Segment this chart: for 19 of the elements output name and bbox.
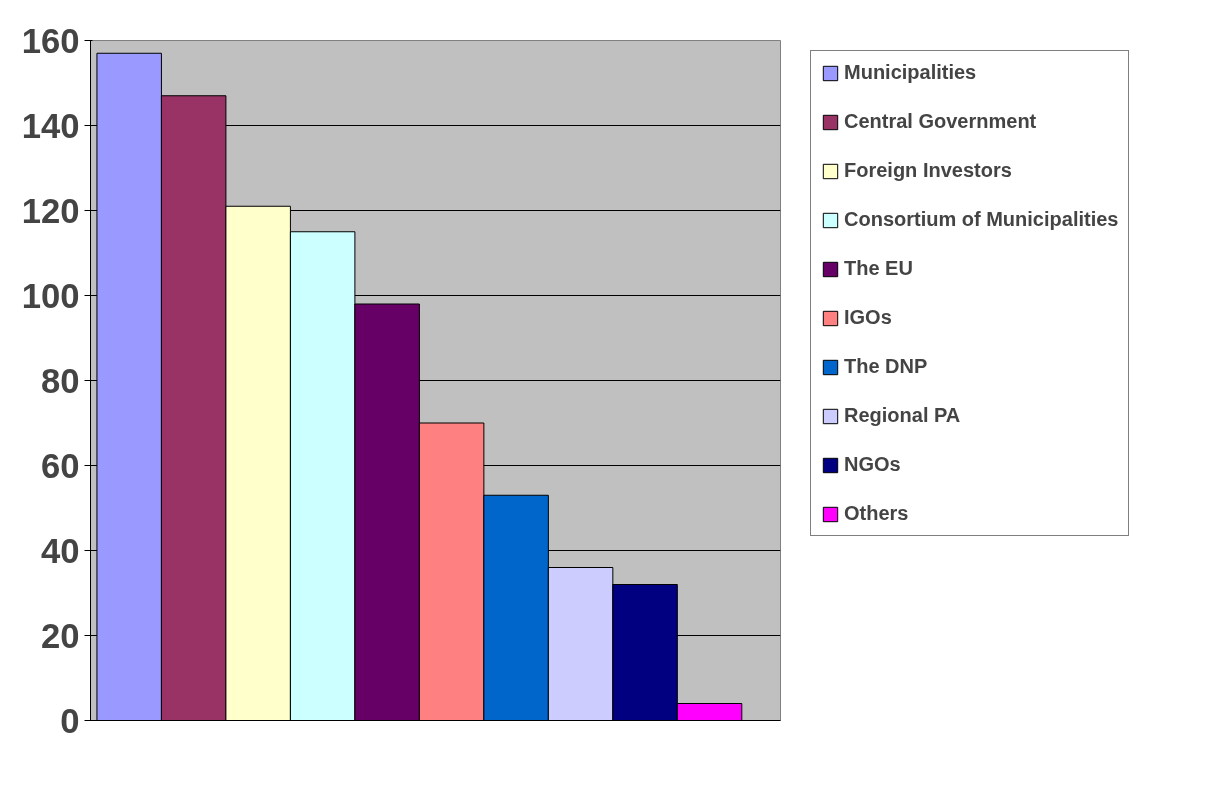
legend-label: Regional PA bbox=[844, 404, 961, 427]
y-tick-label: 20 bbox=[40, 616, 80, 655]
legend-label: NGOs bbox=[844, 453, 901, 476]
legend-label: Central Government bbox=[844, 110, 1037, 133]
legend-label: IGOs bbox=[844, 306, 892, 329]
legend-label: Foreign Investors bbox=[844, 159, 1012, 182]
y-tick-label: 100 bbox=[21, 276, 80, 315]
y-tick-label: 160 bbox=[21, 21, 80, 60]
y-tick-label: 60 bbox=[40, 446, 80, 485]
y-tick-label: 120 bbox=[21, 191, 80, 230]
legend-label: Consortium of Municipalities bbox=[844, 208, 1119, 231]
y-tick-label: 140 bbox=[21, 106, 80, 145]
legend-label: The DNP bbox=[844, 355, 928, 378]
y-tick-label: 40 bbox=[40, 531, 80, 570]
legend-label: Others bbox=[844, 502, 909, 525]
y-tick-label: 80 bbox=[40, 361, 80, 400]
legend-label: The EU bbox=[844, 257, 913, 280]
y-tick-label: 0 bbox=[60, 701, 80, 740]
legend-label: Municipalities bbox=[844, 61, 977, 84]
